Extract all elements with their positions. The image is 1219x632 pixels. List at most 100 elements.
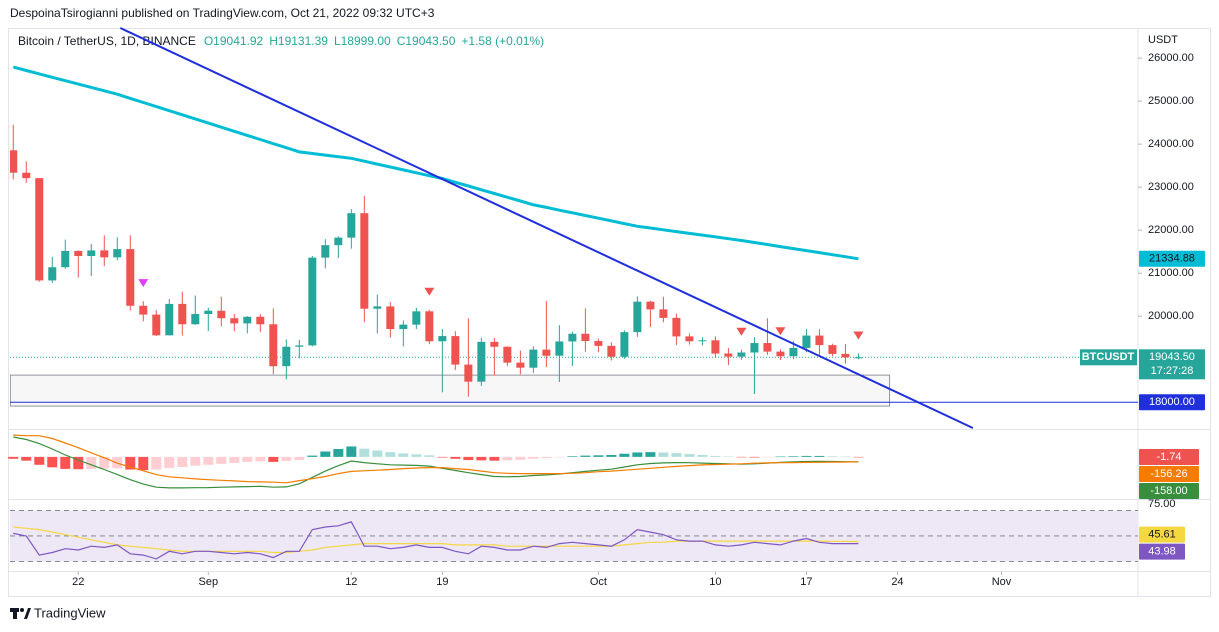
candle-body (10, 150, 18, 173)
signal-marker (775, 327, 786, 336)
signal-marker (138, 279, 149, 288)
histogram-bar (723, 456, 734, 458)
x-tick-label: 22 (72, 576, 84, 588)
histogram-bar (697, 454, 708, 457)
candle-body (503, 346, 512, 363)
candle-body (295, 345, 304, 347)
histogram-bar (229, 456, 240, 463)
histogram-bar (762, 456, 773, 458)
histogram-bar (359, 448, 370, 457)
candle-body (685, 336, 694, 342)
rsi-label: 45.61 (1148, 528, 1176, 540)
y-tick-label: 23000.00 (1148, 181, 1194, 193)
ohlc-value: +1.58 (+0.01%) (461, 34, 544, 48)
histogram-bar (398, 453, 409, 457)
histogram-bar (60, 456, 71, 469)
rsi-tick-label: 75.00 (1148, 498, 1176, 510)
y-tick-label: 24000.00 (1148, 138, 1194, 150)
y-tick-label: 22000.00 (1148, 224, 1194, 236)
histogram-bar (216, 456, 227, 464)
ticker: BTCUSDT (1082, 351, 1135, 363)
last-price-label: 19043.50 (1149, 351, 1195, 363)
y-tick-label: 25000.00 (1148, 95, 1194, 107)
histogram-bar (281, 456, 292, 461)
candle-body (451, 336, 460, 365)
candle-body (789, 347, 798, 357)
candle-body (555, 341, 564, 356)
currency: USDT (1148, 34, 1178, 46)
signal-marker (736, 327, 747, 336)
candle-body (438, 336, 447, 342)
histogram-bar (840, 456, 851, 458)
histogram-bar (151, 456, 162, 470)
histogram-label: -1.74 (1156, 451, 1181, 463)
histogram-bar (554, 456, 565, 458)
candle-body (243, 316, 252, 324)
histogram-bar (853, 456, 864, 458)
histogram-bar (580, 455, 591, 457)
candle-body (334, 237, 343, 246)
histogram-bar (34, 456, 45, 465)
histogram-bar (73, 456, 84, 470)
histogram-bar (385, 452, 396, 457)
candle-body (633, 301, 642, 333)
candle-body (191, 314, 200, 325)
brand: TradingView (34, 605, 106, 620)
candle-body (347, 213, 356, 238)
candle-body (282, 346, 291, 367)
histogram-bar (125, 456, 136, 470)
candle-body (672, 317, 681, 337)
histogram-bar (814, 455, 825, 457)
candle-body (269, 324, 278, 367)
ohlc-value: L18999.00 (334, 34, 391, 48)
candle-body (698, 340, 707, 342)
histogram-bar (333, 448, 344, 457)
histogram-bar (294, 456, 305, 461)
histogram-bar (372, 450, 383, 457)
logo (10, 608, 31, 619)
histogram-bar (320, 451, 331, 457)
histogram-bar (515, 456, 526, 460)
histogram-bar (255, 456, 266, 462)
candle-body (828, 345, 837, 354)
y-tick-label: 20000.00 (1148, 310, 1194, 322)
signal-marker (853, 331, 864, 340)
histogram-bar (658, 452, 669, 457)
trend-line (119, 27, 974, 429)
candle-body (139, 305, 148, 315)
macd-line (13, 434, 859, 484)
histogram-bar (645, 452, 656, 457)
zone-box (10, 374, 891, 407)
histogram-bar (346, 446, 357, 457)
candle-body (321, 245, 330, 258)
histogram-bar (99, 456, 110, 469)
candle-body (48, 267, 57, 281)
candle-body (776, 351, 785, 357)
candle-body (802, 335, 811, 348)
candle-body (87, 250, 96, 256)
candle-body (464, 364, 473, 382)
ticker-bg (1080, 349, 1137, 366)
histogram-bar (827, 456, 838, 457)
candle-body (425, 311, 434, 342)
candle-body (724, 353, 733, 357)
candle-body (815, 335, 824, 346)
candle-body (659, 309, 668, 318)
histogram-bar (736, 456, 747, 458)
rsi-line (13, 521, 859, 560)
histogram-bar (411, 454, 422, 457)
candle-body (126, 249, 135, 306)
histogram-bar (619, 453, 630, 457)
candle-body (308, 257, 317, 346)
last-price-bg (1139, 349, 1205, 380)
histogram-bar (86, 456, 97, 469)
histogram-bar (437, 456, 448, 458)
candle-body (490, 341, 499, 347)
candle-body (737, 352, 746, 357)
level-label: 18000.00 (1149, 396, 1195, 408)
candle-body (204, 310, 213, 315)
ma-label: 21334.88 (1149, 253, 1195, 265)
candle-body (516, 362, 525, 368)
histogram-bar (749, 456, 760, 458)
histogram-bar (424, 455, 435, 457)
